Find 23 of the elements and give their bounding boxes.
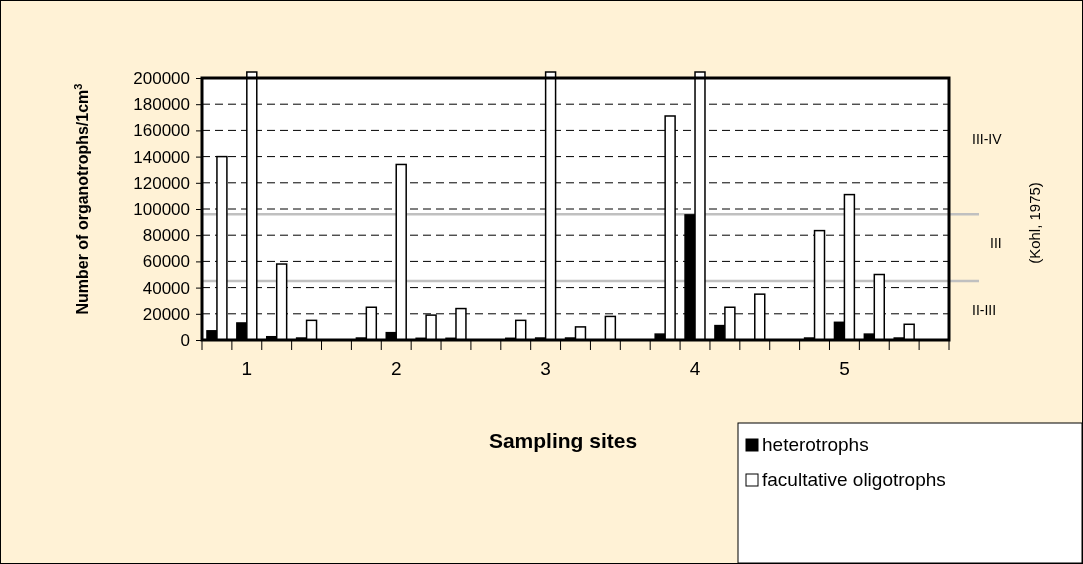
y-tick-label: 120000 (133, 173, 190, 193)
x-axis-title: Sampling sites (488, 429, 638, 452)
y-tick-label: 100000 (133, 199, 190, 219)
y-tick-label: 40000 (142, 278, 190, 298)
x-tick-label: 5 (839, 358, 850, 380)
y-tick-label: 60000 (142, 252, 190, 272)
y-tick-label: 80000 (142, 226, 190, 246)
y-tick-label: 140000 (133, 147, 190, 167)
y-tick-label: 180000 (133, 95, 190, 115)
text: (Kohl, 1975) (1026, 182, 1043, 264)
legend-label: facultative oligotrophs (762, 469, 946, 490)
x-tick-label: 4 (689, 358, 701, 380)
text: III (990, 235, 1002, 251)
text: III-IV (972, 131, 1003, 147)
text: II-III (972, 302, 997, 318)
x-tick-label: 2 (390, 358, 402, 380)
legend-label: heterotrophs (762, 434, 869, 455)
x-tick-label: 1 (241, 358, 253, 380)
x-tick-label: 3 (540, 358, 551, 380)
y-tick-label: 200000 (133, 68, 190, 88)
y-tick-label: 0 (180, 330, 190, 350)
y-tick-label: 20000 (142, 304, 190, 324)
y-tick-label: 160000 (133, 121, 190, 141)
